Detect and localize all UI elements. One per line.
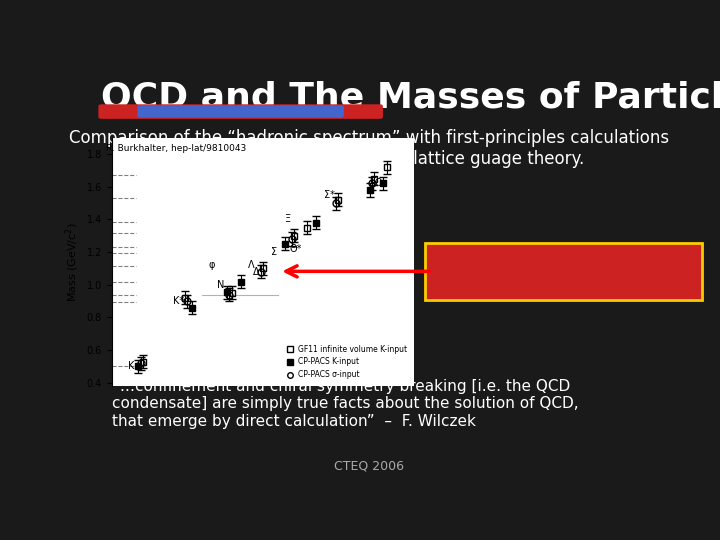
FancyBboxPatch shape bbox=[138, 105, 344, 118]
Text: QCD and The Masses of Particles: QCD and The Masses of Particles bbox=[101, 82, 720, 116]
Text: Δ: Δ bbox=[253, 267, 259, 276]
Text: K: K bbox=[128, 361, 135, 372]
Text: Ω: Ω bbox=[374, 178, 382, 188]
Text: Σ: Σ bbox=[271, 247, 277, 257]
Text: R. Burkhalter, hep-lat/9810043: R. Burkhalter, hep-lat/9810043 bbox=[107, 144, 246, 153]
FancyBboxPatch shape bbox=[99, 104, 383, 119]
Legend: GF11 infinite volume K-input, CP-PACS K-input, CP-PACS σ-input: GF11 infinite volume K-input, CP-PACS K-… bbox=[283, 341, 410, 382]
Text: Σ*: Σ* bbox=[324, 190, 335, 200]
Text: Ξ: Ξ bbox=[284, 214, 290, 225]
Text: CTEQ 2006: CTEQ 2006 bbox=[334, 460, 404, 472]
Text: Λ: Λ bbox=[248, 260, 255, 270]
Text: φ: φ bbox=[208, 260, 215, 270]
Text: Comparison of the “hadronic spectrum” with first-principles calculations
from QC: Comparison of the “hadronic spectrum” wi… bbox=[69, 129, 669, 168]
Y-axis label: Mass (GeV/c$^2$): Mass (GeV/c$^2$) bbox=[63, 222, 81, 302]
Text: K*: K* bbox=[173, 296, 184, 306]
Text: N: N bbox=[217, 280, 224, 290]
Text: Nucleons (protons +neutrons)
Measured Mass ~0.9 GeV/c²: Nucleons (protons +neutrons) Measured Ma… bbox=[445, 256, 682, 286]
Text: Θ*: Θ* bbox=[290, 244, 302, 254]
Text: “…confinement and chiral symmetry breaking [i.e. the QCD
condensate] are simply : “…confinement and chiral symmetry breaki… bbox=[112, 379, 579, 429]
